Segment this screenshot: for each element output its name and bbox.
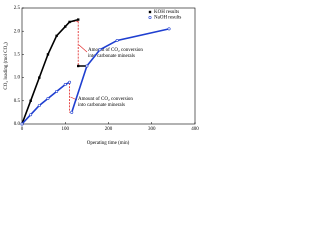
y-tick-label: 2.0 bbox=[14, 29, 21, 34]
x-tick-label: 0 bbox=[21, 127, 24, 132]
arrow bbox=[78, 44, 88, 53]
data-point bbox=[167, 27, 171, 31]
y-tick-label: 1.5 bbox=[14, 53, 21, 58]
series-line bbox=[21, 28, 170, 125]
legend-marker bbox=[148, 15, 152, 19]
data-point bbox=[68, 80, 72, 84]
x-tick-label: 300 bbox=[148, 127, 156, 132]
y-tick-label: 0.0 bbox=[14, 122, 21, 127]
data-point bbox=[85, 64, 89, 68]
data-point bbox=[46, 96, 50, 100]
x-tick-label: 400 bbox=[191, 127, 199, 132]
annotation: Amount of CO₂ conversion bbox=[78, 97, 133, 102]
data-point bbox=[20, 122, 24, 126]
data-point bbox=[115, 38, 119, 42]
data-point bbox=[38, 76, 41, 79]
x-tick-label: 100 bbox=[62, 127, 70, 132]
data-point bbox=[46, 53, 50, 56]
data-point bbox=[68, 20, 71, 24]
data-point bbox=[37, 103, 41, 107]
data-point bbox=[63, 83, 67, 87]
annotation: into carbonate minerals bbox=[78, 103, 125, 108]
annotation: into carbonate minerals bbox=[88, 54, 135, 59]
y-axis-label: CO₂ loading (mol CO₂) bbox=[4, 42, 9, 90]
legend-label: NaOH results bbox=[154, 16, 181, 21]
data-point bbox=[55, 34, 58, 38]
y-tick-label: 1.0 bbox=[14, 76, 21, 81]
annotation: Amount of CO₂ conversion bbox=[88, 48, 143, 53]
data-point bbox=[29, 99, 32, 102]
data-point bbox=[98, 48, 102, 52]
data-point bbox=[77, 64, 80, 68]
x-axis-label: Operating time (min) bbox=[87, 141, 130, 146]
y-tick-label: 0.5 bbox=[14, 99, 21, 104]
chart: Operating time (min) CO₂ loading (mol CO… bbox=[4, 6, 199, 146]
data-point bbox=[55, 90, 59, 94]
legend-marker bbox=[148, 10, 152, 14]
series-line bbox=[21, 18, 87, 125]
data-point bbox=[29, 113, 33, 117]
legend-label: KOH results bbox=[154, 10, 179, 15]
data-point bbox=[77, 18, 80, 21]
x-tick-label: 200 bbox=[105, 127, 113, 132]
data-point bbox=[70, 110, 74, 114]
y-tick-label: 2.5 bbox=[14, 6, 21, 11]
data-point bbox=[64, 25, 67, 28]
